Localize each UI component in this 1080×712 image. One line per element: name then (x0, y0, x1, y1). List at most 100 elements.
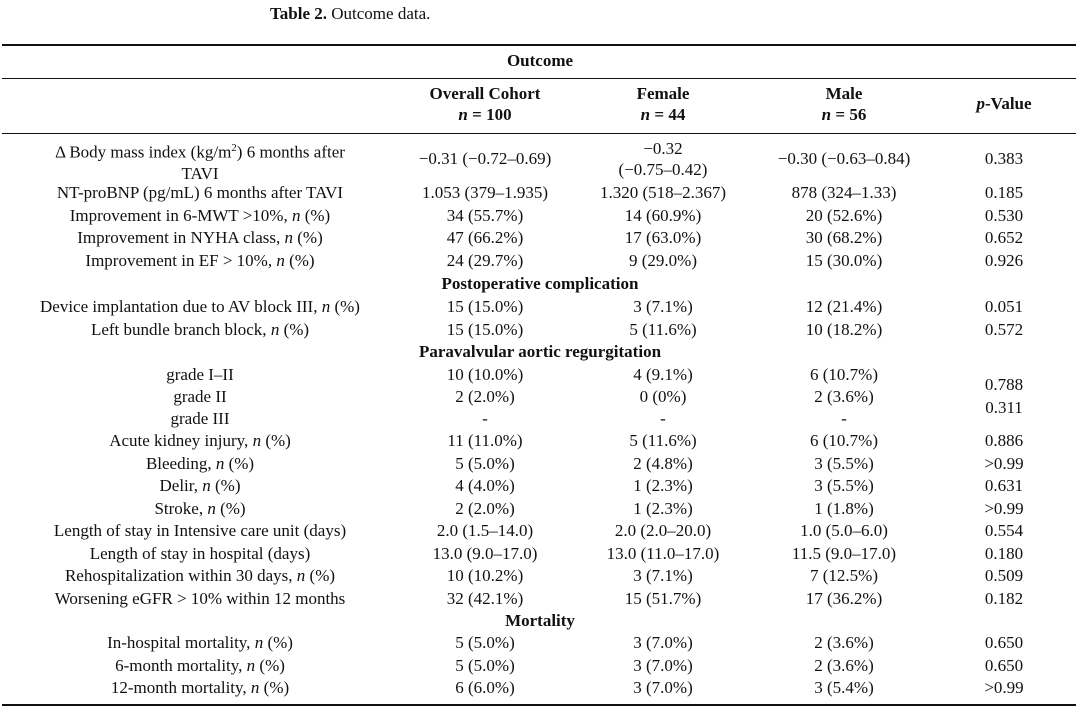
cell-female: 3 (7.0%) (633, 633, 693, 652)
cell-male: 17 (36.2%) (805, 588, 883, 608)
cell-female: 3 (7.1%) (633, 566, 693, 585)
cell-overall: - (482, 409, 488, 428)
cell-overall: −0.31 (−0.72–0.69) (418, 149, 552, 168)
row-label: Bleeding, n (%) (145, 453, 255, 473)
row-label: Improvement in NYHA class, n (%) (77, 228, 323, 247)
table-row: Improvement in EF > 10%, n (%) 24 (29.7%)… (0, 250, 1080, 272)
row-label: Stroke, n (%) (154, 498, 246, 518)
table-row: Improvement in 6-MWT >10%, n (%) 34 (55.7… (0, 205, 1080, 227)
header-overall: Overall Cohort n = 100 (429, 84, 541, 124)
cell-male: 20 (52.6%) (805, 205, 883, 225)
cell-overall: 6 (6.0%) (455, 678, 515, 697)
cell-pvalue: 0.185 (984, 183, 1024, 202)
cell-pvalue: >0.99 (984, 678, 1024, 697)
cell-female: 5 (11.6%) (629, 431, 697, 450)
cell-female: 1 (2.3%) (633, 476, 693, 495)
table-row: NT-proBNP (pg/mL) 6 months after TAVI 1.0… (0, 182, 1080, 204)
cell-male: 6 (10.7%) (810, 431, 878, 450)
cell-female: 17 (63.0%) (624, 228, 702, 247)
row-label: Acute kidney injury, n (%) (109, 431, 291, 450)
cell-overall: 10 (10.0%) (446, 365, 524, 384)
cell-pvalue: 0.650 (984, 655, 1024, 675)
cell-female: 0 (0%) (639, 387, 687, 406)
cell-male: 3 (5.5%) (814, 476, 874, 495)
cell-overall: 2 (2.0%) (455, 387, 515, 406)
row-label: Δ Body mass index (kg/m2) 6 months after… (55, 142, 345, 183)
cell-pvalue: 0.311 (985, 398, 1023, 417)
cell-overall: 47 (66.2%) (446, 228, 524, 247)
row-label: 6-month mortality, n (%) (115, 655, 285, 675)
cell-male: 1 (1.8%) (814, 498, 874, 518)
section-postoperative: Postoperative complication (441, 274, 639, 293)
cell-pvalue: 0.530 (984, 205, 1024, 225)
row-label: grade III (170, 409, 230, 428)
cell-male: 2 (3.6%) (814, 387, 874, 406)
cell-pvalue: >0.99 (984, 453, 1024, 473)
cell-female: 15 (51.7%) (624, 588, 702, 608)
cell-pvalue: >0.99 (984, 498, 1024, 518)
cell-male: 2 (3.6%) (814, 655, 874, 675)
cell-overall: 13.0 (9.0–17.0) (432, 543, 538, 563)
cell-female: 5 (11.6%) (629, 319, 697, 339)
section-mortality: Mortality (505, 611, 575, 630)
cell-male: 11.5 (9.0–17.0) (791, 543, 897, 563)
table-row: Length of stay in Intensive care unit (d… (0, 520, 1080, 542)
cell-overall: 15 (15.0%) (446, 319, 524, 339)
cell-pvalue: 0.650 (984, 633, 1024, 652)
row-label: grade II (173, 387, 227, 406)
table-row: grade III - - - (0, 408, 1080, 430)
cell-overall: 2.0 (1.5–14.0) (436, 521, 534, 540)
row-label: In-hospital mortality, n (%) (107, 633, 293, 652)
cell-overall: 4 (4.0%) (455, 476, 515, 495)
table-row: Delir, n (%) 4 (4.0%) 1 (2.3%) 3 (5.5%) 0.63… (0, 475, 1080, 497)
table-caption: Table 2. Outcome data. (270, 4, 430, 24)
table-row: Device implantation due to AV block III,… (0, 296, 1080, 318)
section-paravalvular: Paravalvular aortic regurgitation (418, 342, 662, 361)
cell-overall: 34 (55.7%) (446, 205, 524, 225)
header-rule (2, 133, 1076, 134)
cell-female: 9 (29.0%) (629, 250, 697, 270)
cell-overall: 11 (11.0%) (447, 431, 523, 450)
cell-overall: 24 (29.7%) (446, 250, 524, 270)
cell-female: 3 (7.0%) (633, 655, 693, 675)
row-label: NT-proBNP (pg/mL) 6 months after TAVI (56, 183, 344, 202)
cell-pvalue: 0.383 (984, 149, 1024, 168)
table-row: Δ Body mass index (kg/m2) 6 months after… (0, 138, 1080, 183)
cell-female: 14 (60.9%) (624, 205, 702, 225)
cell-female: 13.0 (11.0–17.0) (606, 543, 720, 563)
cell-female: 3 (7.0%) (633, 678, 693, 697)
row-label: Improvement in EF > 10%, n (%) (85, 250, 315, 270)
cell-female: 3 (7.1%) (633, 297, 693, 316)
bottom-rule (2, 704, 1076, 706)
header-male: Male n = 56 (821, 84, 867, 124)
cell-female: 1.320 (518–2.367) (599, 183, 727, 202)
cell-female: 2 (4.8%) (633, 453, 693, 473)
cell-male: 3 (5.5%) (814, 453, 874, 473)
row-label: Worsening eGFR > 10% within 12 months (54, 588, 346, 608)
cell-pvalue: 0.652 (984, 228, 1024, 247)
row-label: Length of stay in Intensive care unit (d… (53, 521, 347, 540)
cell-male: 1.0 (5.0–6.0) (800, 521, 888, 540)
column-header-row: Overall Cohort n = 100 Female n = 44 Mal… (0, 83, 1080, 127)
cell-pvalue: 0.788 (984, 375, 1024, 394)
cell-male: 2 (3.6%) (814, 633, 874, 652)
table-row: Acute kidney injury, n (%) 11 (11.0%) 5 (1… (0, 430, 1080, 452)
row-label: grade I–II (166, 365, 234, 384)
group-header-outcome: Outcome (506, 51, 574, 70)
cell-overall: 32 (42.1%) (446, 588, 524, 608)
cell-pvalue: 0.051 (984, 297, 1024, 316)
cell-overall: 5 (5.0%) (455, 655, 515, 675)
table-row: grade II 2 (2.0%) 0 (0%) 2 (3.6%) (0, 386, 1080, 408)
paravalvular-p-values: 0.788 0.311 (0, 374, 1080, 418)
cell-male: 7 (12.5%) (810, 566, 878, 585)
table-row: Length of stay in hospital (days) 13.0 (9… (0, 543, 1080, 565)
table-row: 12-month mortality, n (%) 6 (6.0%) 3 (7.0%… (0, 677, 1080, 699)
cell-male: 30 (68.2%) (805, 228, 883, 247)
cell-overall: 2 (2.0%) (455, 498, 515, 518)
cell-female: −0.32 (−0.75–0.42) (618, 139, 708, 179)
header-female: Female n = 44 (636, 84, 690, 124)
caption-text: Outcome data. (327, 4, 431, 23)
cell-male: −0.30 (−0.63–0.84) (777, 149, 911, 168)
table-row: Stroke, n (%) 2 (2.0%) 1 (2.3%) 1 (1.8%) >0.… (0, 498, 1080, 520)
cell-overall: 5 (5.0%) (455, 633, 515, 652)
